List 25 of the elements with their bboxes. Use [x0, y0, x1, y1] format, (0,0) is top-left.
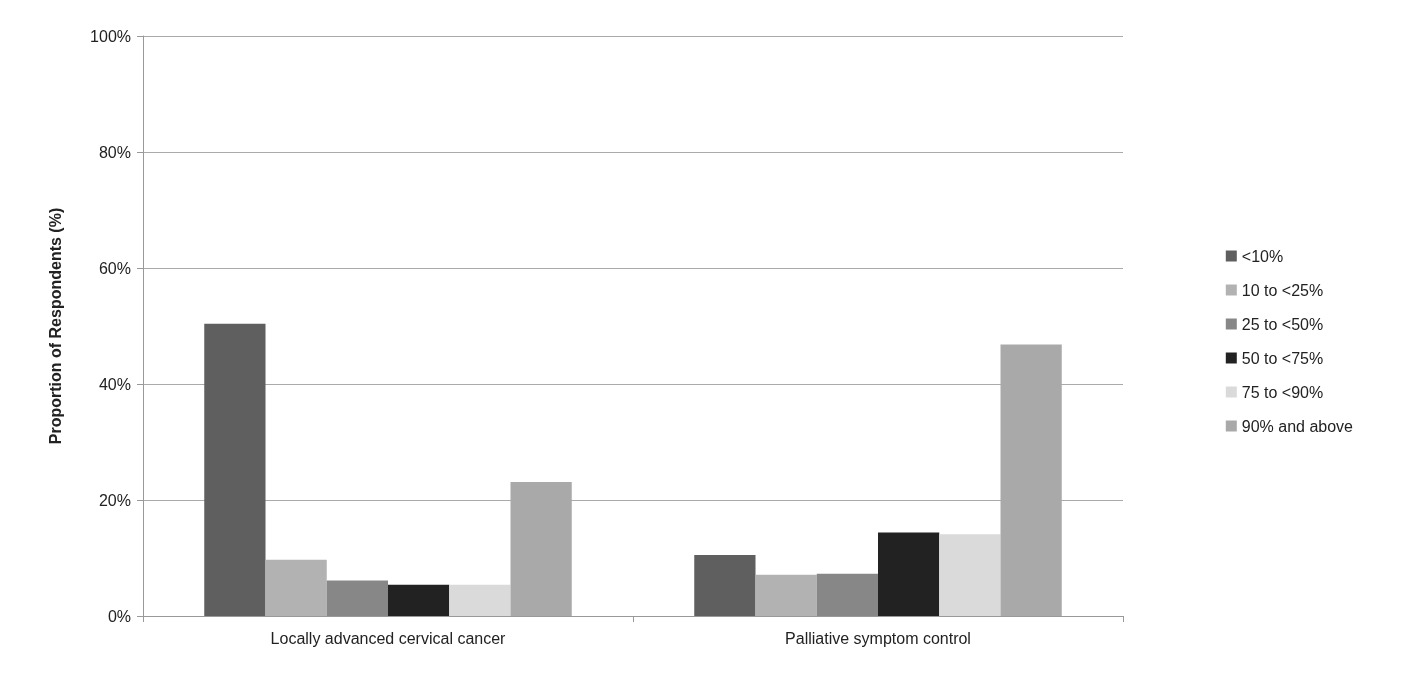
legend-label: 90% and above [1241, 417, 1354, 435]
y-tick-label: 100% [90, 27, 131, 45]
legend-label: 50 to <75% [1241, 349, 1324, 367]
legend-label: 25 to <50% [1241, 315, 1324, 333]
bar [326, 580, 388, 616]
legend-label: 10 to <25% [1241, 281, 1324, 299]
x-tick-label: Palliative symptom control [785, 629, 971, 647]
y-tick-label: 0% [107, 607, 131, 625]
bar [816, 573, 878, 616]
bar [204, 323, 266, 616]
bar [939, 534, 1001, 616]
bar [694, 555, 756, 616]
y-tick-label: 40% [98, 375, 131, 393]
legend-label: 75 to <90% [1241, 383, 1324, 401]
bar [449, 584, 511, 616]
y-tick-label: 20% [98, 491, 131, 509]
y-tick-label: 60% [98, 259, 131, 277]
bar [878, 532, 940, 616]
y-tick-label: 80% [98, 143, 131, 161]
legend-label: <10% [1241, 247, 1284, 265]
y-axis-title: Proportion of Respondents (%) [46, 207, 64, 445]
x-tick-label: Locally advanced cervical cancer [270, 629, 507, 647]
bar [265, 559, 327, 616]
bar [755, 574, 817, 616]
bar [388, 584, 450, 616]
